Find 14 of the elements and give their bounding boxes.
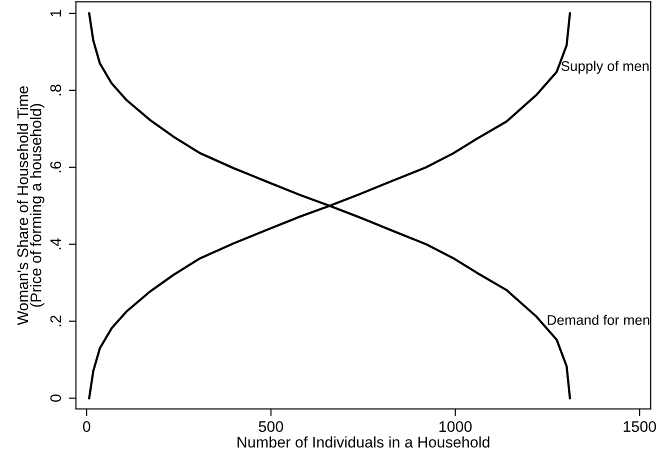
y-tick-label: .8 (50, 84, 62, 96)
y-tick-label: .2 (50, 316, 61, 326)
y-tick-label: .6 (50, 162, 62, 172)
x-tick-label: 500 (258, 421, 284, 432)
y-axis-title: Woman's Share of Household Time (Price of forming a household) (16, 86, 44, 326)
x-axis-title: Number of Individuals in a Household (238, 436, 490, 448)
y-tick-label: 0 (50, 394, 62, 402)
x-tick-label: 1000 (439, 421, 472, 432)
x-tick-label: 1500 (624, 421, 656, 432)
x-tick-label: 0 (82, 421, 90, 432)
y-tick-label: .4 (50, 238, 61, 250)
annotation: Demand for men (548, 314, 650, 325)
y-tick-label: 1 (50, 10, 61, 16)
annotation: Supply of men (561, 60, 649, 74)
